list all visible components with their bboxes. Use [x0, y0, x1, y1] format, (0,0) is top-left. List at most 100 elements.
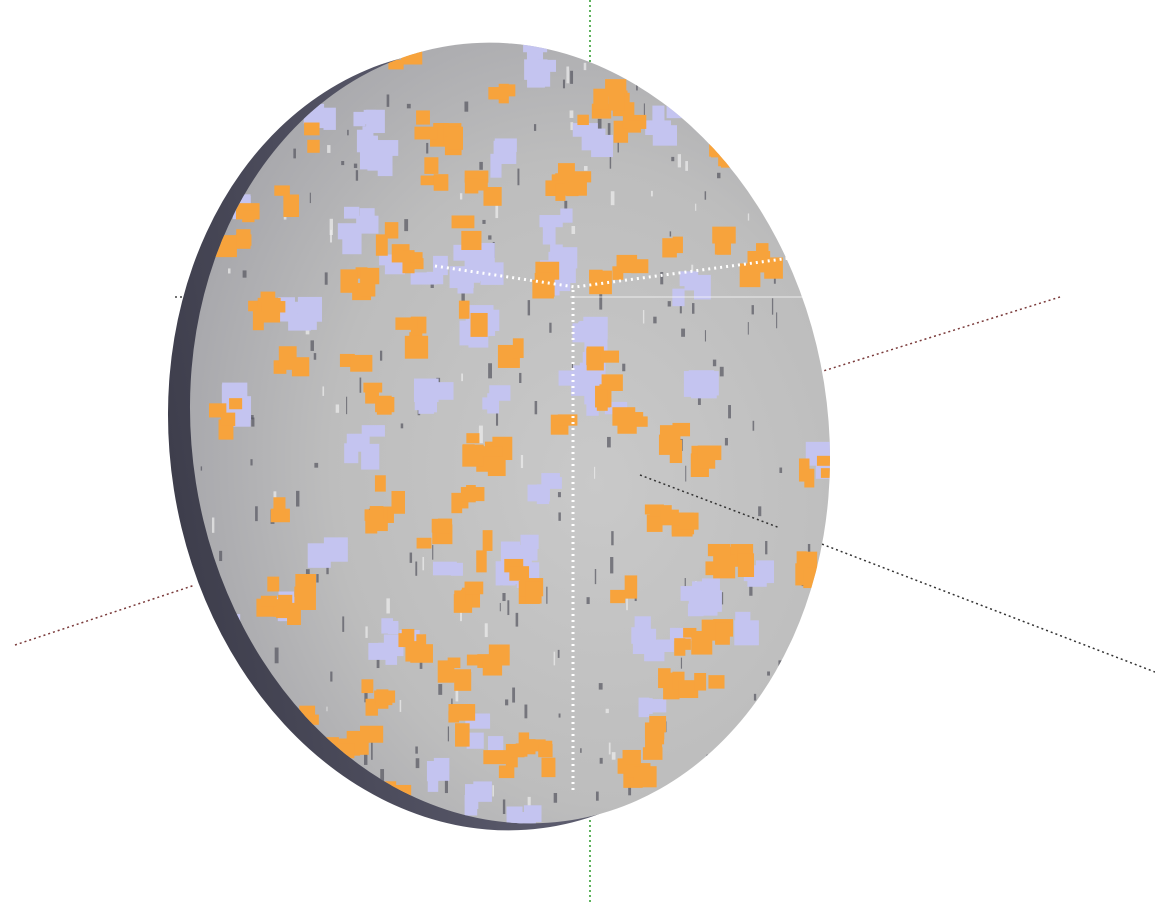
voxel-streak: [570, 70, 574, 84]
lavender-patch: [683, 371, 710, 397]
orange-patch: [369, 506, 384, 519]
orange-patch: [538, 744, 553, 758]
orange-patch: [694, 673, 707, 691]
orange-patch: [807, 89, 823, 105]
voxel-streak: [780, 134, 784, 148]
voxel-streak: [769, 196, 771, 208]
orange-patch: [414, 126, 438, 140]
voxel-streak: [355, 170, 359, 181]
orange-patch: [307, 139, 320, 153]
voxel-streak: [495, 411, 499, 426]
voxel-streak: [426, 142, 429, 154]
orange-patch: [674, 638, 686, 656]
voxel-streak: [805, 662, 809, 679]
lavender-patch: [226, 797, 240, 816]
orange-patch: [361, 679, 374, 694]
voxel-streak: [347, 129, 349, 136]
voxel-streak: [692, 303, 695, 314]
orange-patch: [470, 312, 488, 337]
orange-patch: [248, 300, 261, 312]
voxel-streak: [216, 110, 218, 116]
orange-patch: [488, 87, 509, 100]
orange-patch: [816, 455, 838, 466]
voxel-streak: [795, 154, 799, 169]
voxel-streak: [594, 569, 597, 585]
voxel-streak: [455, 684, 459, 702]
voxel-streak: [685, 161, 688, 171]
orange-patch: [375, 234, 388, 256]
lavender-patch: [735, 611, 751, 632]
orange-patch: [404, 335, 429, 359]
voxel-streak: [182, 137, 187, 153]
orange-patch: [350, 354, 373, 372]
orange-patch: [454, 704, 476, 721]
voxel-streak: [751, 742, 756, 755]
voxel-streak: [765, 540, 768, 555]
lavender-patch: [363, 109, 376, 125]
voxel-streak: [314, 799, 316, 813]
orange-patch: [357, 739, 369, 755]
voxel-streak: [772, 119, 776, 136]
lavender-patch: [699, 601, 718, 616]
lavender-patch: [387, 622, 399, 635]
voxel-streak: [731, 85, 736, 96]
voxel-streak: [753, 693, 757, 701]
voxel-streak: [742, 69, 745, 83]
voxel-streak: [363, 796, 368, 814]
voxel-streak: [583, 166, 588, 171]
lavender-patch: [534, 63, 551, 87]
voxel-streak: [517, 168, 520, 186]
orange-patch: [454, 590, 466, 604]
orange-patch: [291, 357, 310, 377]
lavender-patch: [258, 713, 270, 739]
voxel-streak: [273, 72, 277, 77]
orange-patch: [709, 123, 727, 140]
voxel-streak: [611, 752, 616, 760]
voxel-streak: [313, 353, 317, 360]
lavender-patch: [293, 810, 306, 834]
orange-patch: [451, 215, 475, 229]
voxel-streak: [346, 396, 348, 415]
orange-patch: [408, 258, 424, 270]
orange-patch: [363, 382, 383, 393]
orange-patch: [777, 61, 788, 75]
lavender-patch: [760, 713, 784, 733]
voxel-streak: [386, 598, 390, 614]
lavender-patch: [680, 586, 694, 601]
voxel-streak: [415, 758, 420, 769]
voxel-streak: [461, 373, 464, 382]
orange-patch: [557, 163, 575, 181]
orange-patch: [730, 743, 753, 755]
orange-patch: [557, 414, 578, 426]
voxel-streak: [617, 140, 619, 153]
orange-patch: [525, 581, 542, 604]
voxel-streak: [598, 683, 603, 690]
lavender-patch: [512, 545, 538, 561]
lavender-patch: [722, 114, 746, 126]
voxel-streak: [322, 386, 325, 396]
orange-patch: [482, 446, 503, 457]
lavender-patch: [560, 208, 573, 223]
orange-patch: [699, 448, 716, 469]
orange-patch: [612, 266, 624, 280]
orange-patch: [600, 350, 620, 363]
orange-patch: [809, 97, 832, 121]
lavender-patch: [666, 105, 687, 119]
voxel-streak: [363, 751, 368, 765]
voxel-streak: [274, 647, 279, 664]
ellipsoid: [189, 42, 831, 824]
lavender-patch: [303, 111, 330, 124]
orange-patch: [790, 64, 805, 88]
orange-patch: [659, 425, 683, 436]
orange-patch: [770, 59, 781, 72]
voxel-streak: [249, 129, 251, 146]
orange-patch: [627, 120, 641, 133]
orange-patch: [609, 93, 625, 111]
orange-patch: [464, 178, 479, 194]
voxel-streak: [636, 79, 638, 91]
orange-patch: [454, 672, 472, 691]
voxel-streak: [679, 303, 682, 314]
voxel-streak: [329, 218, 333, 235]
orange-patch: [660, 509, 679, 526]
orange-patch: [375, 694, 393, 706]
